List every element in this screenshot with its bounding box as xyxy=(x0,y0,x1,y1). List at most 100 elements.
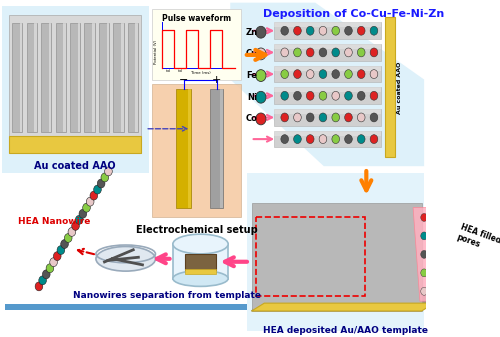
Text: HEA deposited Au/AAO template: HEA deposited Au/AAO template xyxy=(262,326,428,335)
Text: Fe: Fe xyxy=(246,71,258,80)
Circle shape xyxy=(256,70,266,82)
Circle shape xyxy=(492,214,499,221)
Circle shape xyxy=(35,282,43,291)
Circle shape xyxy=(492,287,499,295)
FancyBboxPatch shape xyxy=(385,18,395,157)
Circle shape xyxy=(332,48,340,57)
Circle shape xyxy=(101,173,108,182)
Circle shape xyxy=(420,287,428,295)
Circle shape xyxy=(319,26,327,35)
Circle shape xyxy=(332,70,340,79)
FancyBboxPatch shape xyxy=(152,8,242,80)
Circle shape xyxy=(294,135,302,144)
Circle shape xyxy=(98,179,105,188)
FancyBboxPatch shape xyxy=(20,23,22,132)
FancyBboxPatch shape xyxy=(114,23,124,132)
FancyBboxPatch shape xyxy=(121,23,124,132)
Circle shape xyxy=(319,135,327,144)
Text: tod: tod xyxy=(178,69,182,73)
FancyBboxPatch shape xyxy=(84,23,94,132)
FancyBboxPatch shape xyxy=(274,131,381,148)
Circle shape xyxy=(492,269,499,277)
Circle shape xyxy=(344,26,352,35)
Circle shape xyxy=(332,113,340,122)
Circle shape xyxy=(468,287,475,295)
Circle shape xyxy=(90,191,98,200)
Circle shape xyxy=(370,91,378,100)
Circle shape xyxy=(294,113,302,122)
Text: Potential (V): Potential (V) xyxy=(154,40,158,64)
Polygon shape xyxy=(252,203,422,311)
Text: Electrochemical setup: Electrochemical setup xyxy=(136,225,258,235)
FancyBboxPatch shape xyxy=(12,23,22,132)
Circle shape xyxy=(468,250,475,258)
Circle shape xyxy=(294,26,302,35)
Circle shape xyxy=(370,135,378,144)
FancyBboxPatch shape xyxy=(9,16,141,153)
Circle shape xyxy=(68,227,76,236)
Circle shape xyxy=(281,91,288,100)
Circle shape xyxy=(344,113,352,122)
FancyBboxPatch shape xyxy=(274,109,381,126)
Circle shape xyxy=(358,26,365,35)
FancyBboxPatch shape xyxy=(34,23,37,132)
Circle shape xyxy=(281,135,288,144)
FancyBboxPatch shape xyxy=(274,87,381,104)
Circle shape xyxy=(54,252,61,261)
Text: HEA filled
pores: HEA filled pores xyxy=(456,222,500,255)
Circle shape xyxy=(281,48,288,57)
Text: HEA Nanowire: HEA Nanowire xyxy=(18,217,90,226)
FancyBboxPatch shape xyxy=(274,109,381,114)
Polygon shape xyxy=(437,208,459,301)
Text: Au coated AAO: Au coated AAO xyxy=(397,61,402,114)
FancyBboxPatch shape xyxy=(78,23,80,132)
FancyBboxPatch shape xyxy=(152,85,242,217)
Polygon shape xyxy=(230,3,424,166)
FancyBboxPatch shape xyxy=(274,87,381,92)
Circle shape xyxy=(444,250,452,258)
FancyBboxPatch shape xyxy=(136,23,138,132)
Circle shape xyxy=(94,185,102,194)
FancyBboxPatch shape xyxy=(99,23,109,132)
Circle shape xyxy=(332,91,340,100)
Polygon shape xyxy=(248,173,424,331)
Circle shape xyxy=(420,269,428,277)
Circle shape xyxy=(358,113,365,122)
FancyBboxPatch shape xyxy=(274,44,381,49)
FancyBboxPatch shape xyxy=(26,23,37,132)
Circle shape xyxy=(420,232,428,240)
FancyBboxPatch shape xyxy=(70,23,80,132)
Circle shape xyxy=(468,232,475,240)
Circle shape xyxy=(370,70,378,79)
Circle shape xyxy=(319,113,327,122)
Circle shape xyxy=(358,70,365,79)
Circle shape xyxy=(294,70,302,79)
Circle shape xyxy=(319,70,327,79)
Circle shape xyxy=(444,287,452,295)
FancyBboxPatch shape xyxy=(274,44,381,61)
Polygon shape xyxy=(413,208,435,301)
Circle shape xyxy=(72,221,80,230)
FancyBboxPatch shape xyxy=(41,23,51,132)
FancyBboxPatch shape xyxy=(274,131,381,136)
Text: Au coated AAO: Au coated AAO xyxy=(34,161,116,171)
Circle shape xyxy=(60,240,68,248)
Polygon shape xyxy=(484,208,500,301)
FancyBboxPatch shape xyxy=(274,66,381,71)
FancyBboxPatch shape xyxy=(128,23,138,132)
Circle shape xyxy=(420,214,428,221)
Text: Co: Co xyxy=(246,115,258,123)
Circle shape xyxy=(79,209,86,218)
Polygon shape xyxy=(252,303,434,311)
FancyBboxPatch shape xyxy=(185,254,216,270)
Text: Time (ms): Time (ms) xyxy=(191,70,211,74)
Circle shape xyxy=(64,234,72,242)
Circle shape xyxy=(370,26,378,35)
FancyBboxPatch shape xyxy=(274,66,381,83)
Circle shape xyxy=(306,135,314,144)
Circle shape xyxy=(256,48,266,60)
Ellipse shape xyxy=(173,234,228,254)
Text: tod: tod xyxy=(166,69,170,73)
Ellipse shape xyxy=(96,246,156,271)
Circle shape xyxy=(468,269,475,277)
